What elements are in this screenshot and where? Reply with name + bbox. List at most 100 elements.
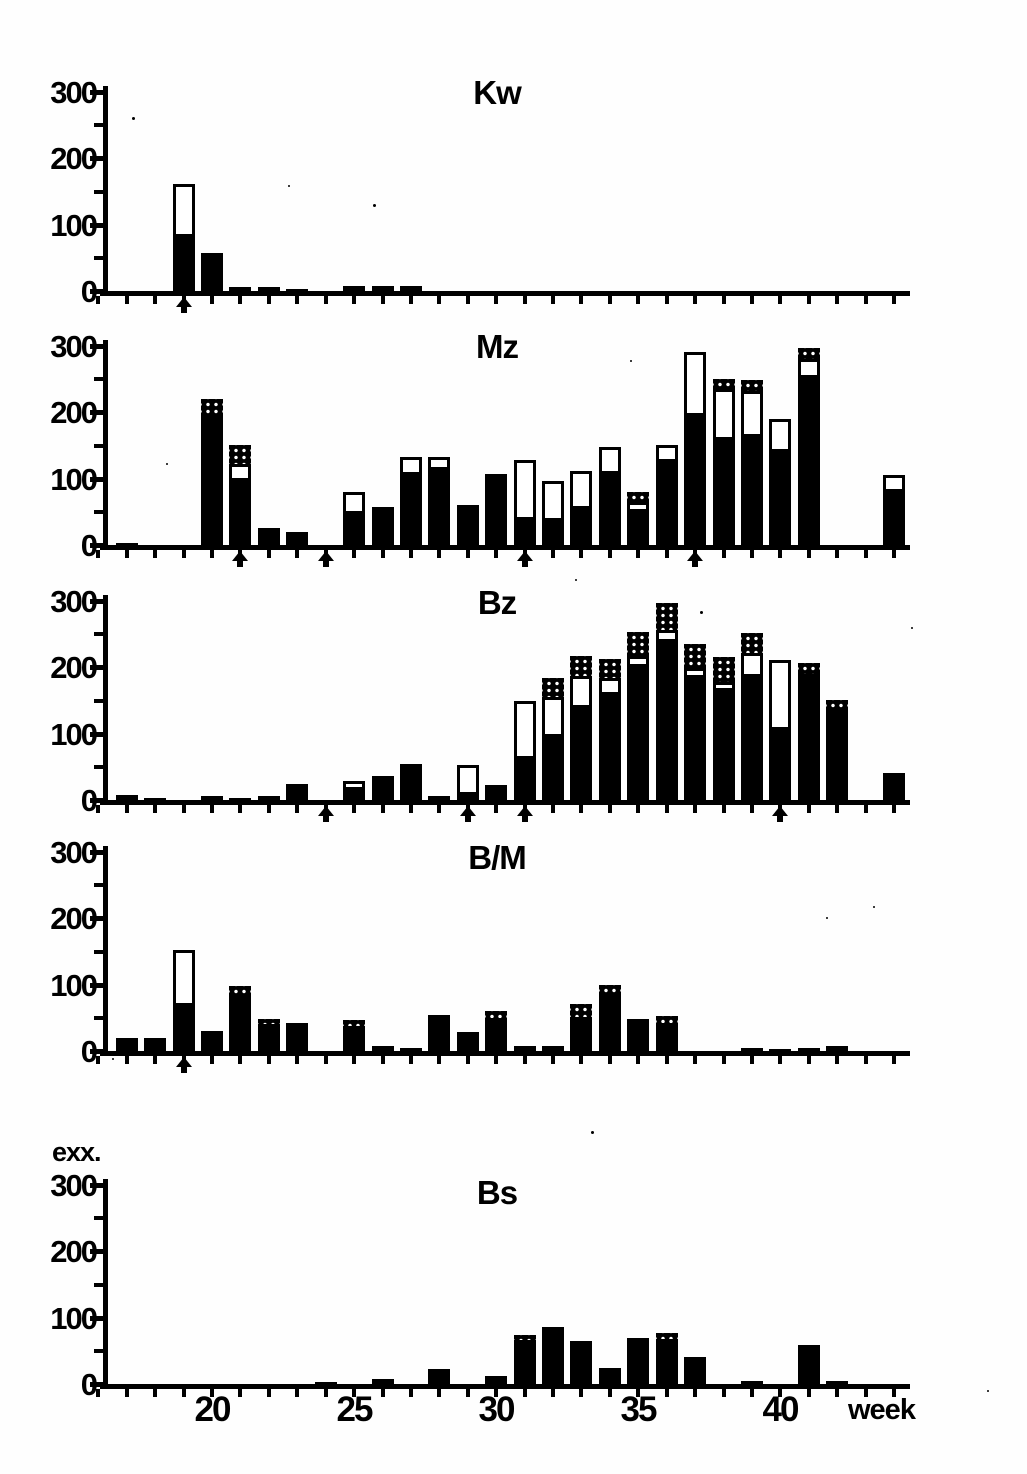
bar-segment-solid	[258, 796, 280, 800]
x-week-tick	[153, 1056, 157, 1064]
stacked-bar-week-28	[428, 1015, 450, 1051]
bar-segment-dots	[229, 445, 251, 464]
x-week-tick	[153, 550, 157, 558]
x-week-tick	[238, 1056, 242, 1064]
x-week-tick	[750, 805, 754, 813]
x-week-tick	[437, 296, 441, 304]
x-week-tick	[466, 1056, 470, 1064]
stacked-bar-week-38	[713, 657, 735, 800]
bar-segment-open	[741, 653, 763, 677]
x-axis-number: 20	[194, 1390, 232, 1429]
stacked-bar-week-29	[457, 505, 479, 545]
x-week-tick	[807, 1389, 811, 1397]
bar-segment-solid	[428, 796, 450, 800]
stacked-bar-week-39	[741, 1381, 763, 1384]
scan-speck	[700, 611, 703, 614]
event-arrow-icon	[772, 806, 788, 816]
stacked-bar-week-42	[826, 1381, 848, 1384]
x-week-tick	[381, 550, 385, 558]
x-week-tick	[182, 805, 186, 813]
bar-segment-open	[570, 676, 592, 708]
stacked-bar-week-36	[656, 1333, 678, 1384]
x-week-tick	[608, 296, 612, 304]
stacked-bar-week-38	[713, 379, 735, 545]
x-week-tick	[96, 1056, 100, 1064]
y-tick-label: 200	[50, 141, 98, 176]
bar-segment-solid	[656, 642, 678, 800]
bar-segment-solid	[343, 790, 365, 800]
bar-segment-solid	[627, 512, 649, 545]
bar-segment-open	[599, 678, 621, 695]
stacked-bar-week-33	[570, 1341, 592, 1384]
x-week-tick	[494, 550, 498, 558]
x-week-tick	[267, 805, 271, 813]
y-tick-label: 0	[80, 783, 98, 818]
bar-segment-solid	[400, 1048, 422, 1051]
stacked-bar-week-35	[627, 1338, 649, 1384]
stacked-bar-week-19	[173, 950, 195, 1051]
bar-segment-solid	[229, 481, 251, 545]
bar-segment-solid	[798, 1345, 820, 1384]
x-week-tick	[608, 550, 612, 558]
x-week-tick	[352, 805, 356, 813]
x-week-tick	[96, 1389, 100, 1397]
x-week-tick	[409, 1389, 413, 1397]
bar-segment-solid	[286, 784, 308, 800]
bar-segment-solid	[769, 1049, 791, 1051]
x-week-tick	[579, 550, 583, 558]
bar-segment-solid	[514, 520, 536, 545]
y-major-tick	[90, 344, 103, 349]
x-week-tick	[551, 1389, 555, 1397]
event-arrow-icon	[687, 551, 703, 561]
x-week-tick	[352, 1056, 356, 1064]
stacked-bar-week-22	[258, 1019, 280, 1051]
bar-segment-solid	[315, 1382, 337, 1384]
y-minor-tick	[94, 190, 103, 194]
x-week-tick	[835, 1389, 839, 1397]
x-week-tick	[210, 1389, 214, 1397]
stacked-bar-week-44	[883, 475, 905, 545]
bar-segment-solid	[570, 1341, 592, 1384]
x-week-tick	[864, 1389, 868, 1397]
x-week-tick	[892, 1389, 896, 1397]
stacked-bar-week-26	[372, 1379, 394, 1384]
x-week-tick	[892, 1056, 896, 1064]
scan-speck	[112, 1058, 114, 1060]
stacked-bar-week-17	[116, 795, 138, 800]
y-major-tick	[90, 916, 103, 921]
bar-segment-dots	[656, 1016, 678, 1023]
y-minor-tick	[94, 256, 103, 260]
bar-segment-solid	[286, 532, 308, 545]
x-week-tick	[494, 805, 498, 813]
stacked-bar-week-39	[741, 380, 763, 545]
y-major-tick	[90, 983, 103, 988]
stacked-bar-week-23	[286, 784, 308, 800]
scan-speck	[987, 1390, 989, 1392]
bar-segment-solid	[883, 773, 905, 800]
bar-segment-open	[514, 701, 536, 759]
bar-segment-solid	[684, 416, 706, 545]
x-week-tick	[409, 296, 413, 304]
y-tick-label: 100	[50, 462, 98, 497]
x-week-tick	[892, 805, 896, 813]
x-week-tick	[835, 805, 839, 813]
bar-segment-solid	[400, 286, 422, 291]
stacked-bar-week-23	[286, 289, 308, 291]
x-week-tick	[665, 550, 669, 558]
y-tick-label: 200	[50, 1234, 98, 1269]
x-week-tick	[750, 296, 754, 304]
bar-segment-solid	[428, 1369, 450, 1384]
x-week-tick	[750, 1056, 754, 1064]
stacked-bar-week-17	[116, 1038, 138, 1051]
bar-segment-solid	[229, 287, 251, 291]
x-week-tick	[96, 805, 100, 813]
bar-segment-open	[627, 502, 649, 512]
x-axis-number: 40	[762, 1390, 800, 1429]
x-week-tick	[892, 296, 896, 304]
event-arrow-icon	[232, 551, 248, 561]
x-week-tick	[494, 296, 498, 304]
event-arrow-icon	[176, 1057, 192, 1067]
event-arrow-stem	[522, 561, 528, 567]
panel-title: Bz	[477, 584, 517, 621]
